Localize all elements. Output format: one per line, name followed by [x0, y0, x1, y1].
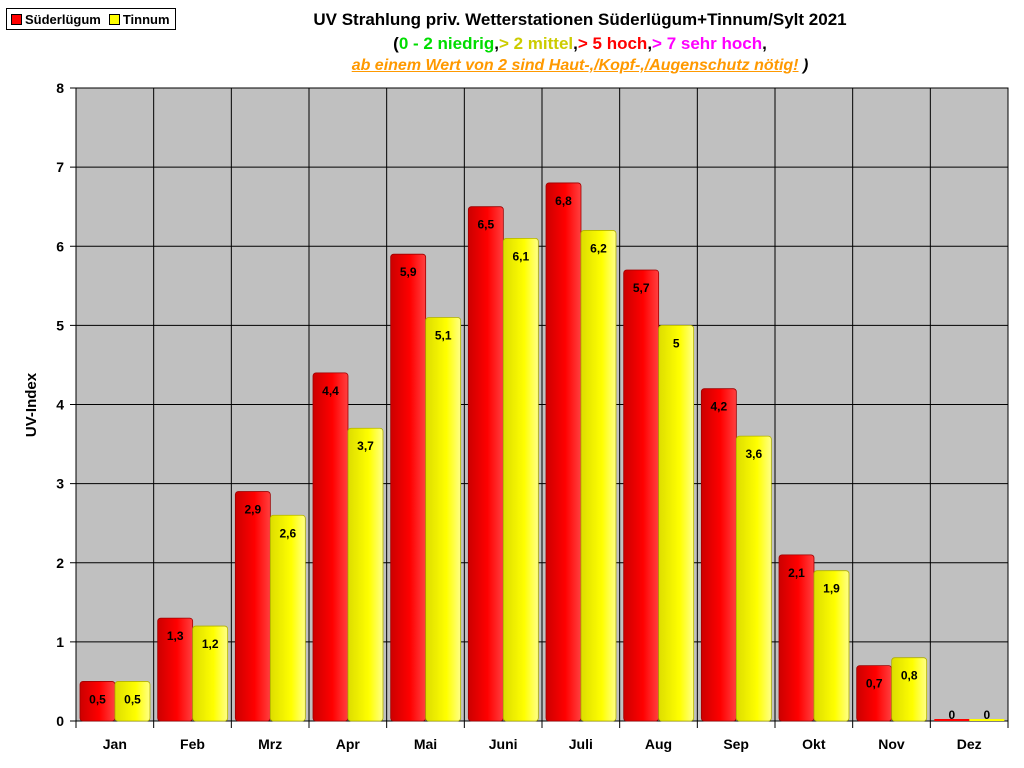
data-label: 0: [948, 708, 955, 722]
y-tick-label: 4: [56, 397, 64, 413]
scale-sep-3: ,: [647, 34, 653, 53]
data-label: 4,4: [322, 384, 339, 398]
bar-suederluegum: [467, 206, 504, 722]
data-label: 0,7: [866, 677, 883, 691]
y-tick-label: 1: [56, 634, 64, 650]
x-tick-label: Jan: [103, 736, 127, 752]
data-label: 2,1: [788, 566, 805, 580]
bar-suederluegum: [623, 269, 660, 722]
scale-sep-1: ,: [494, 34, 499, 53]
bar-tinnum: [425, 317, 462, 722]
scale-niedrig: 0 - 2 niedrig: [398, 34, 495, 53]
x-tick-label: Dez: [957, 736, 982, 752]
x-tick-label: Okt: [802, 736, 826, 752]
data-label: 0,5: [89, 692, 106, 706]
data-label: 2,6: [279, 526, 296, 540]
axes: 0 1 2 3 4 5 6 7 8 Jan Feb Mrz Apr Mai Juni Juli Aug Sep Ok…: [56, 80, 1009, 752]
y-tick-label: 2: [56, 555, 64, 571]
bar-tinnum: [735, 435, 772, 722]
legend-item-tinnum: Tinnum: [108, 11, 170, 27]
x-tick-label: Sep: [723, 736, 749, 752]
chart-subtitle-scale: (0 - 2 niedrig,> 2 mittel,> 5 hoch,> 7 s…: [180, 34, 980, 54]
x-tick-label: Juli: [569, 736, 593, 752]
data-label: 0,8: [901, 669, 918, 683]
chart-legend: Süderlügum Tinnum: [6, 8, 176, 30]
bar-suederluegum: [856, 665, 893, 722]
x-tick-label: Mrz: [258, 736, 282, 752]
bar-suederluegum: [390, 253, 427, 722]
data-label: 2,9: [244, 503, 261, 517]
chart-subtitle-warning: ab einem Wert von 2 sind Haut-,/Kopf-,/A…: [180, 57, 980, 75]
data-label: 5,9: [400, 265, 417, 279]
scale-mittel: > 2 mittel: [498, 34, 574, 53]
y-tick-label: 5: [56, 317, 64, 333]
subtitle-open-paren: (: [393, 34, 399, 53]
bar-suederluegum: [312, 372, 349, 722]
subtitle-close: ,: [762, 34, 767, 53]
data-label: 4,2: [710, 400, 727, 414]
legend-label-tinnum: Tinnum: [122, 11, 170, 27]
legend-label-suederluegum: Süderlügum: [25, 11, 101, 27]
x-tick-label: Aug: [645, 736, 672, 752]
data-label: 6,1: [512, 249, 529, 263]
warning-close-paren: ): [798, 57, 809, 74]
data-label: 1,3: [167, 629, 184, 643]
x-tick-label: Feb: [180, 736, 205, 752]
bar-tinnum: [580, 230, 617, 722]
scale-hoch: > 5 hoch: [577, 34, 648, 53]
bar-tinnum: [813, 570, 850, 722]
data-label: 5,7: [633, 281, 650, 295]
scale-sep-2: ,: [573, 34, 578, 53]
bar-tinnum: [891, 657, 928, 722]
bar-tinnum: [347, 427, 384, 722]
x-tick-label: Apr: [336, 736, 361, 752]
data-label: 3,6: [745, 447, 762, 461]
chart-title: UV Strahlung priv. Wetterstationen Süder…: [313, 10, 847, 29]
bar-tinnum: [192, 625, 229, 722]
scale-sehr-hoch: > 7 sehr hoch: [652, 34, 763, 53]
data-label: 6,5: [477, 218, 494, 232]
x-tick-label: Mai: [414, 736, 437, 752]
data-label: 1,2: [202, 637, 219, 651]
x-tick-label: Juni: [489, 736, 518, 752]
data-label: 5,1: [435, 328, 452, 342]
bar-tinnum: [114, 681, 151, 722]
protection-warning-link[interactable]: ab einem Wert von 2 sind Haut-,/Kopf-,/A…: [351, 57, 799, 74]
y-tick-label: 0: [56, 713, 64, 729]
data-label: 1,9: [823, 582, 840, 596]
bar-series: 0,5 1,3 2,9 4,4 5,9 6,5 6,8 5,7 4,2 2,1 0,7 0 0,5 1,2…: [79, 182, 1005, 722]
bar-suederluegum: [700, 388, 737, 722]
bar-suederluegum: [545, 182, 582, 722]
data-label: 6,8: [555, 194, 572, 208]
y-tick-label: 8: [56, 80, 64, 96]
y-tick-label: 7: [56, 159, 64, 175]
bar-tinnum: [658, 324, 695, 722]
y-axis-label: UV-Index: [23, 372, 40, 437]
data-label: 3,7: [357, 439, 374, 453]
bar-tinnum: [269, 514, 306, 722]
data-label: 0,5: [124, 692, 141, 706]
data-label: 0: [983, 708, 990, 722]
legend-swatch-yellow-icon: [108, 13, 120, 25]
bar-tinnum: [502, 237, 539, 722]
bar-suederluegum: [234, 491, 271, 722]
x-tick-label: Nov: [878, 736, 905, 752]
legend-swatch-red-icon: [11, 13, 22, 25]
y-tick-label: 3: [56, 476, 64, 492]
data-label: 6,2: [590, 241, 607, 255]
legend-item-suederluegum: Süderlügum: [11, 12, 101, 27]
data-label: 5: [673, 336, 680, 350]
bar-suederluegum: [934, 719, 970, 721]
bar-tinnum: [969, 719, 1005, 721]
y-tick-label: 6: [56, 238, 64, 254]
